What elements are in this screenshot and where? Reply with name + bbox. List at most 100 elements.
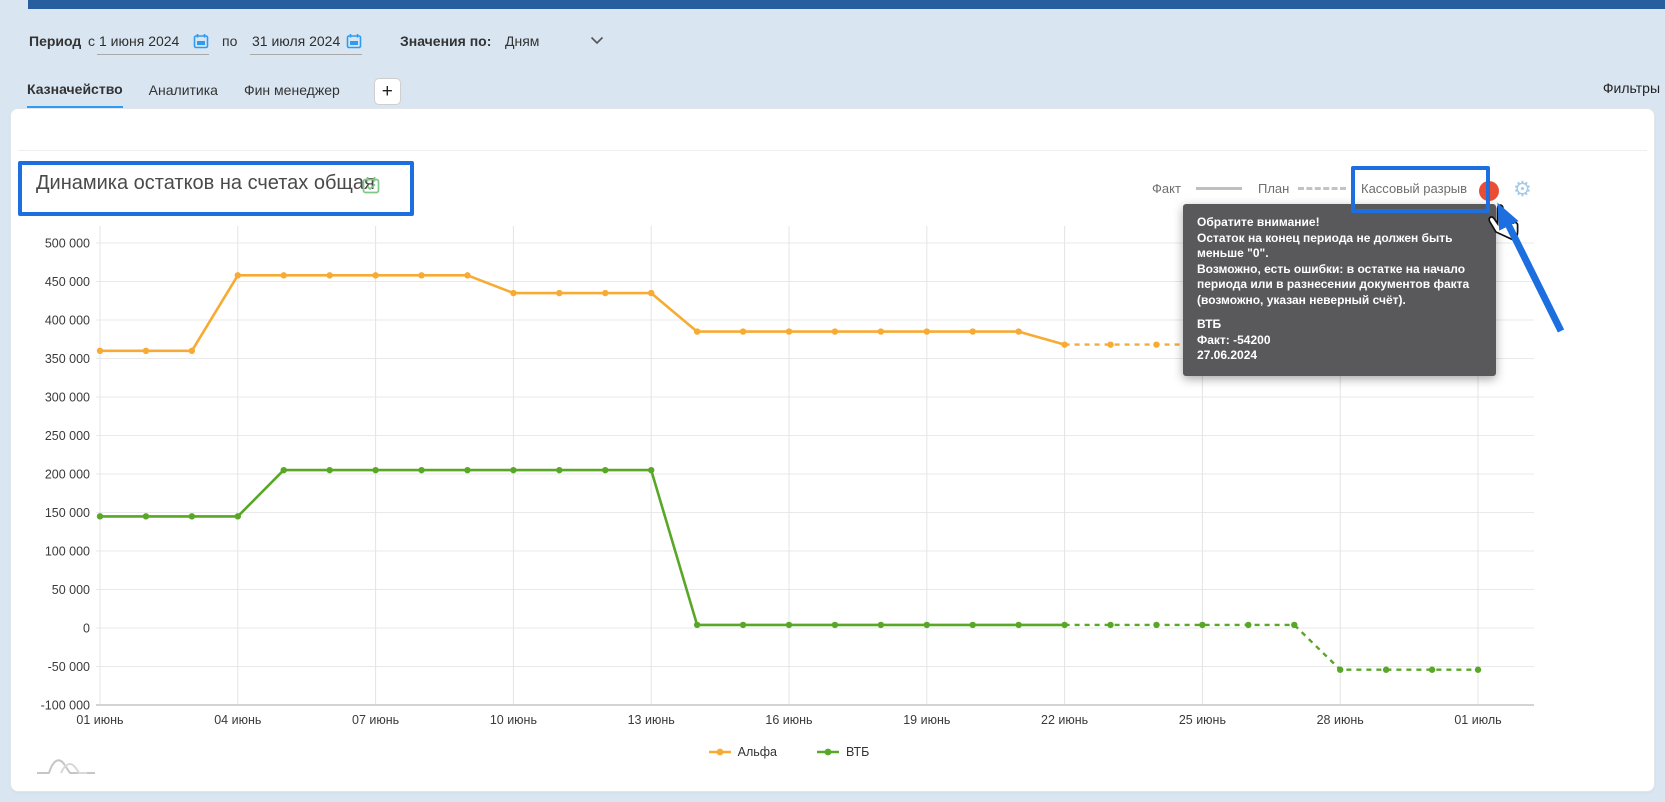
x-tick-label: 19 июнь: [903, 713, 950, 727]
tooltip-line: [1197, 308, 1482, 317]
legend-fact-label: Факт: [1152, 181, 1181, 196]
period-from-prefix: с: [88, 33, 95, 49]
legend-marker-icon: [708, 748, 731, 756]
chart-title: Динамика остатков на счетах общая: [36, 172, 375, 194]
chart-legend-item[interactable]: Альфа: [708, 745, 778, 759]
tooltip-line: меньше "0".: [1197, 246, 1269, 260]
x-tick-label: 16 июнь: [765, 713, 812, 727]
data-point: [1428, 666, 1436, 673]
data-point: [510, 466, 517, 474]
data-point: [785, 328, 793, 335]
period-to-input[interactable]: 31 июля 2024: [250, 27, 362, 55]
data-point: [1107, 341, 1114, 348]
legend-marker-icon: [817, 748, 840, 756]
data-point: [96, 513, 104, 520]
tooltip-line: периода или в разнесении документов факт…: [1197, 277, 1470, 291]
tab-kaznacheystvo[interactable]: Казначейство: [27, 81, 123, 109]
x-tick-label: 04 июнь: [214, 713, 261, 727]
tab-analitika[interactable]: Аналитика: [148, 82, 218, 98]
y-tick-label: 300 000: [45, 391, 90, 405]
data-point: [693, 621, 701, 629]
annotation-box-title: [18, 161, 414, 216]
x-tick-label: 07 июнь: [352, 713, 399, 727]
y-tick-label: 0: [83, 622, 90, 636]
data-point: [142, 347, 150, 354]
legend-series-name: Альфа: [737, 745, 778, 759]
y-tick-label: 50 000: [52, 583, 90, 597]
x-tick-label: 25 июнь: [1179, 713, 1226, 727]
chart-legend-item[interactable]: ВТБ: [817, 745, 869, 759]
x-tick-label: 22 июнь: [1041, 713, 1088, 727]
period-to-prefix: по: [222, 33, 238, 49]
data-point: [372, 466, 379, 474]
data-point: [280, 466, 287, 474]
annotation-box-cash-gap: [1351, 166, 1490, 213]
data-point: [418, 272, 425, 279]
data-point: [969, 621, 976, 629]
data-point: [556, 289, 563, 297]
y-tick-label: 250 000: [45, 429, 90, 443]
data-point: [96, 347, 104, 354]
y-tick-label: 100 000: [45, 545, 90, 559]
data-point: [877, 621, 885, 629]
legend-plan-swatch: [1298, 187, 1346, 190]
data-point: [1153, 621, 1160, 629]
data-point: [464, 466, 471, 474]
data-point: [1061, 621, 1068, 629]
gear-icon[interactable]: ⚙: [1513, 178, 1532, 201]
data-point: [785, 621, 793, 629]
data-point: [1061, 341, 1068, 348]
data-point: [1337, 666, 1344, 673]
data-point: [648, 466, 655, 474]
period-to-value: 31 июля 2024: [252, 32, 341, 49]
data-point: [1015, 621, 1022, 629]
data-point: [602, 466, 609, 474]
data-point: [1245, 621, 1252, 629]
tab-bar: Казначейство Аналитика Фин менеджер +: [27, 78, 401, 111]
tooltip-line: Возможно, есть ошибки: в остатке на нача…: [1197, 261, 1466, 276]
y-tick-label: 150 000: [45, 506, 90, 520]
y-tick-label: 450 000: [45, 275, 90, 289]
period-label: Период: [29, 33, 82, 49]
data-point: [739, 621, 747, 629]
tab-fin-manager[interactable]: Фин менеджер: [243, 82, 340, 98]
values-by-select[interactable]: Дням: [505, 33, 540, 49]
chart-navigator-icon[interactable]: [35, 750, 99, 777]
card-divider: [18, 150, 1647, 151]
data-point: [969, 328, 976, 335]
series-fact-line-0: [100, 274, 1065, 353]
add-tab-button[interactable]: +: [373, 78, 401, 105]
legend-cash-gap-label[interactable]: Кассовый разрыв: [1361, 181, 1468, 196]
data-point: [234, 272, 241, 279]
x-tick-label: 10 июнь: [490, 713, 537, 727]
tooltip-line: ВТБ: [1197, 317, 1222, 331]
legend-fact-swatch: [1196, 187, 1242, 190]
data-point: [1291, 621, 1298, 629]
data-point: [234, 513, 241, 520]
filters-button[interactable]: Фильтры: [1602, 80, 1660, 96]
data-point: [1382, 666, 1390, 673]
data-point: [831, 328, 839, 335]
data-point: [1015, 328, 1022, 335]
title-calendar-icon[interactable]: [362, 176, 381, 194]
data-point: [326, 466, 333, 474]
data-point: [1153, 341, 1160, 348]
calendar-icon[interactable]: [346, 33, 362, 49]
data-point: [923, 621, 930, 629]
y-tick-label: 400 000: [45, 314, 90, 328]
y-tick-label: 500 000: [45, 237, 90, 251]
calendar-icon[interactable]: [193, 33, 209, 49]
chevron-down-icon[interactable]: [590, 36, 604, 45]
data-point: [188, 347, 196, 354]
data-point: [326, 272, 333, 279]
data-point: [648, 289, 655, 297]
data-point: [923, 328, 930, 335]
data-point: [556, 466, 563, 474]
period-from-value: 1 июня 2024: [99, 32, 180, 49]
values-by-label: Значения по:: [400, 33, 492, 49]
period-from-input[interactable]: 1 июня 2024: [97, 27, 209, 55]
tooltip-line: (возможно, указан неверный счёт).: [1197, 292, 1406, 307]
data-point: [418, 466, 425, 474]
data-point: [693, 328, 701, 335]
